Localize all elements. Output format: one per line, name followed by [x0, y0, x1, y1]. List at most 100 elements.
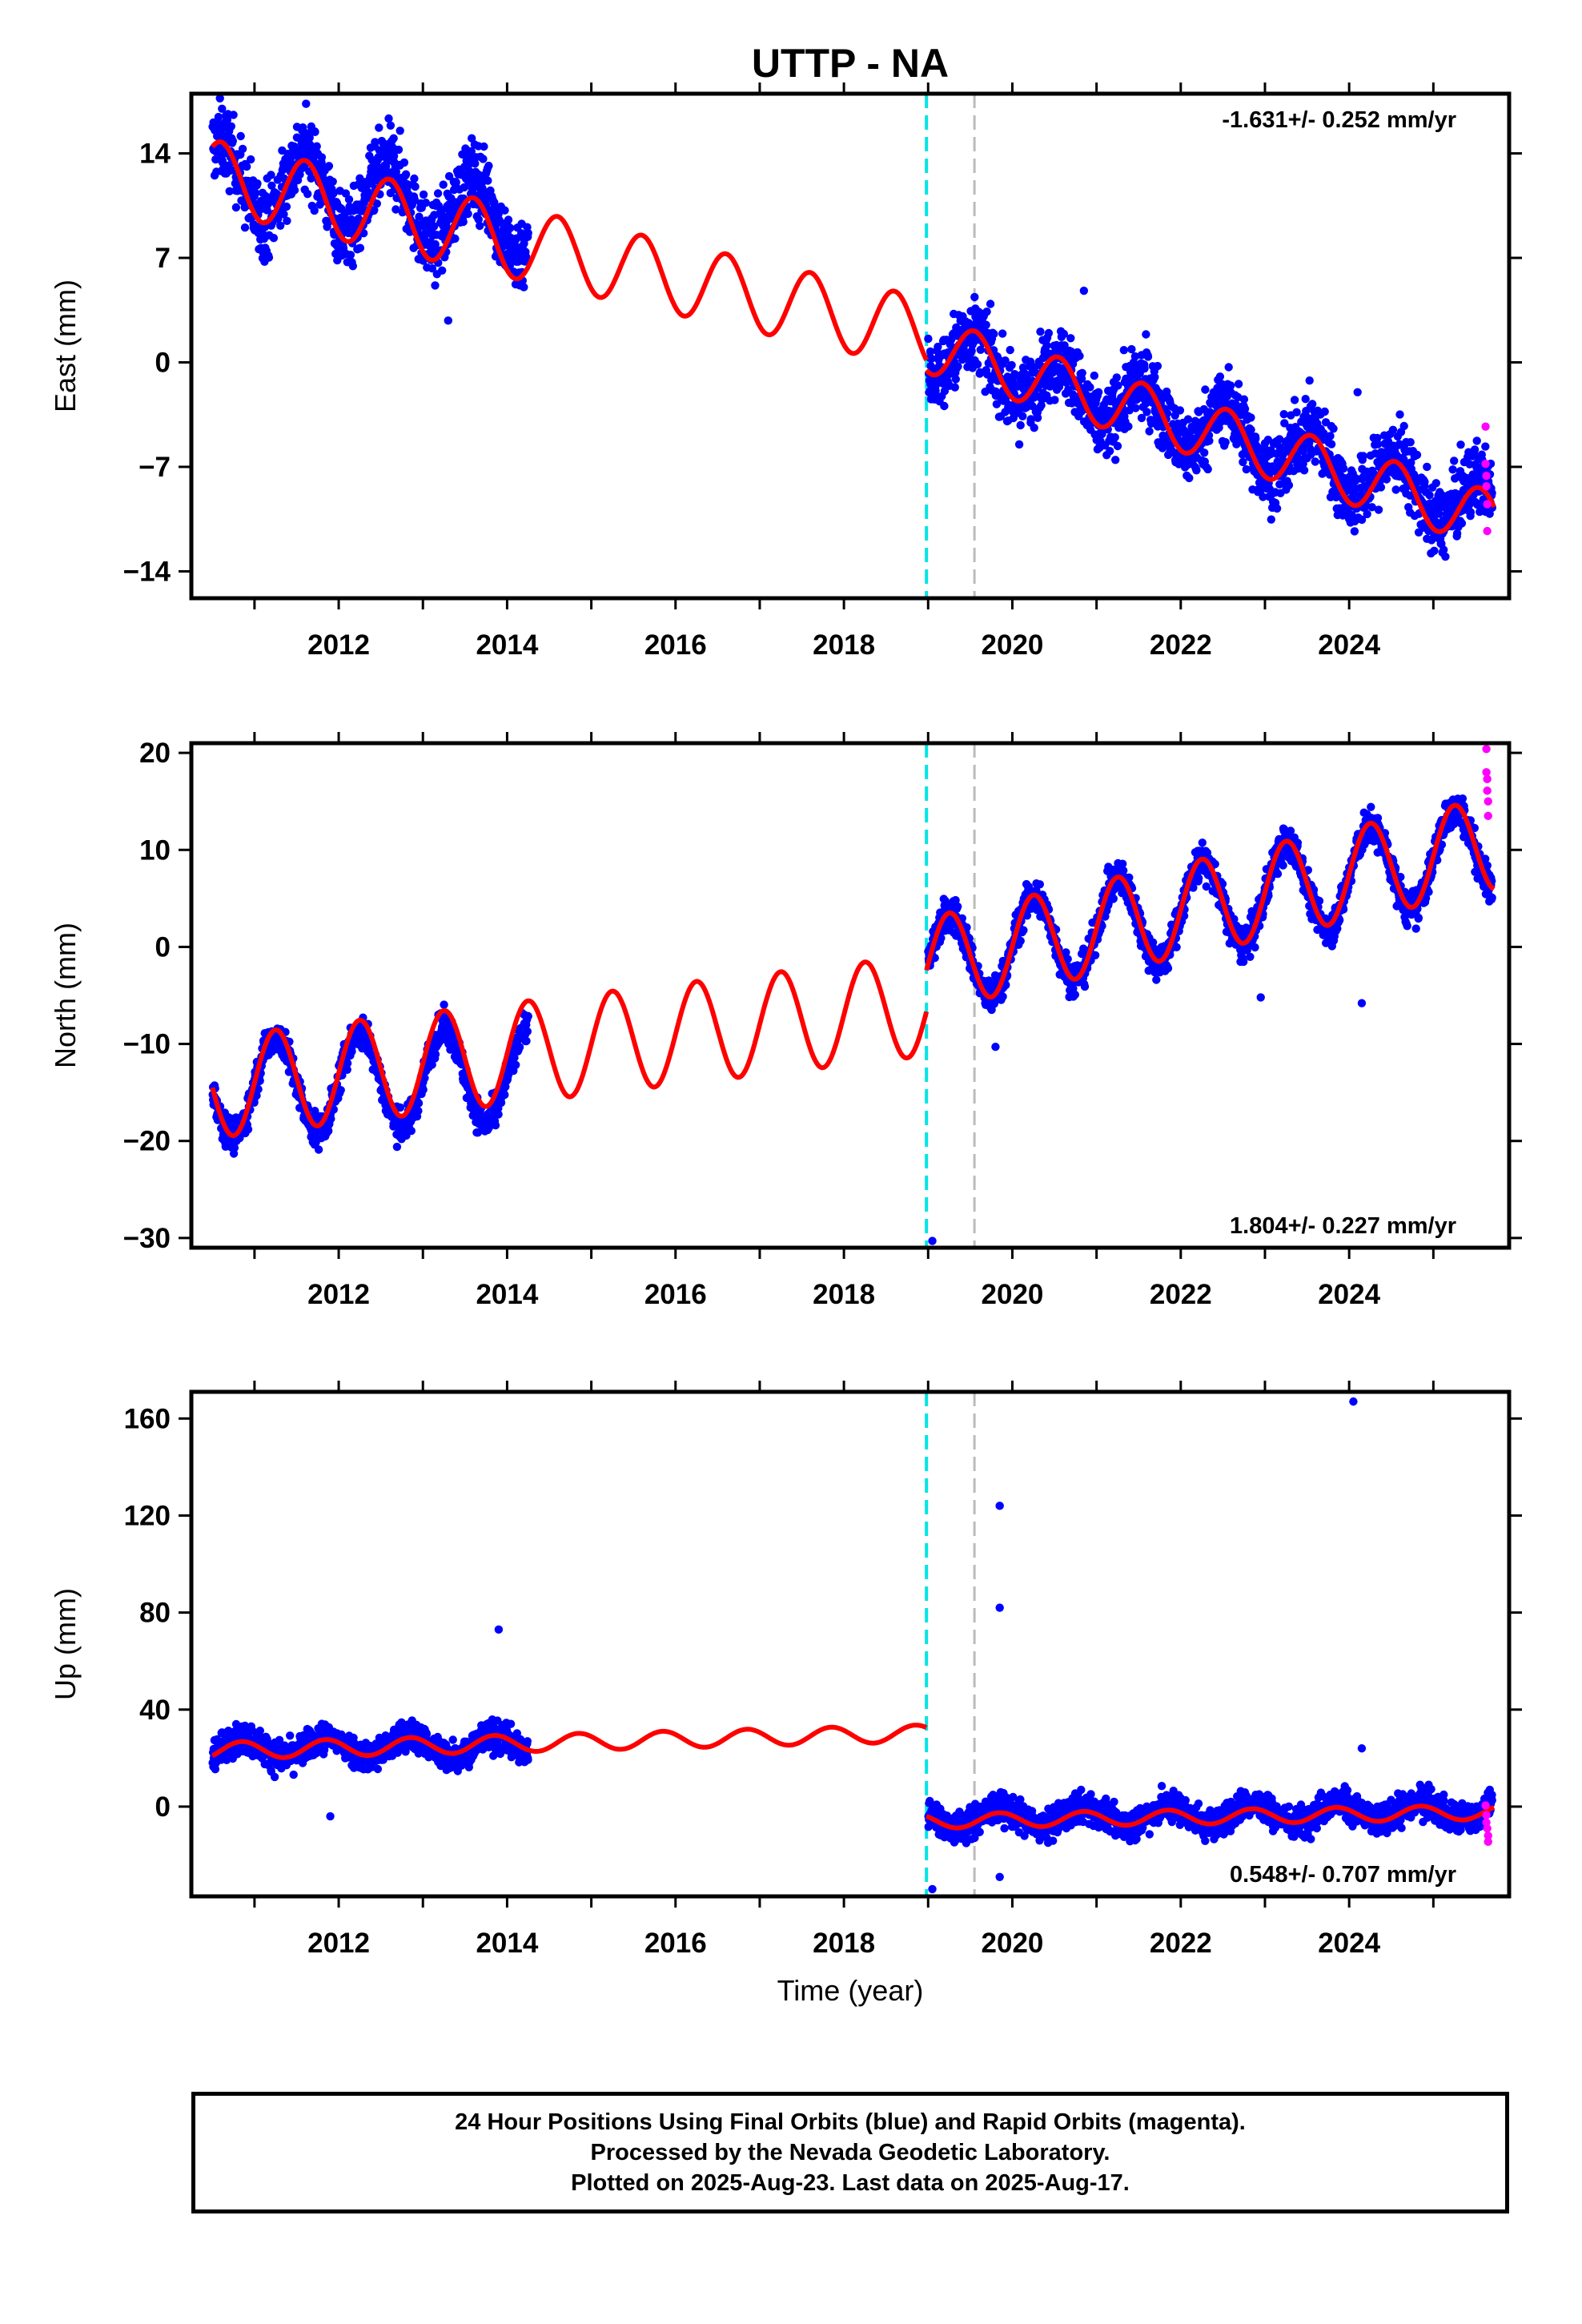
data-point: [1308, 400, 1317, 408]
data-point: [1016, 936, 1025, 946]
data-point: [1137, 413, 1146, 423]
data-point: [419, 190, 428, 199]
data-point: [976, 345, 986, 354]
plot-area: [208, 743, 1496, 1248]
data-point: [982, 308, 991, 316]
data-point: [476, 221, 484, 231]
data-point: [1002, 980, 1010, 990]
data-point: [1070, 990, 1080, 999]
data-point: [375, 123, 383, 132]
data-point: [1251, 434, 1260, 443]
data-point: [468, 134, 476, 143]
data-point: [1227, 381, 1235, 390]
data-point: [1124, 422, 1133, 431]
data-point: [1106, 447, 1114, 456]
data-point: [396, 127, 404, 135]
x-tick-label: 2018: [813, 629, 875, 661]
model-fit: [211, 139, 1496, 534]
data-point: [238, 144, 247, 154]
data-point: [329, 1105, 338, 1114]
data-point: [1004, 400, 1014, 409]
data-point: [1259, 493, 1267, 501]
data-point: [240, 223, 250, 232]
data-point: [491, 1121, 500, 1130]
data-point: [515, 1043, 524, 1051]
data-point: [1239, 457, 1247, 467]
rapid-orbit-points: [1481, 422, 1492, 536]
data-point: [467, 147, 476, 156]
data-point: [1063, 955, 1072, 963]
data-point: [484, 161, 493, 171]
y-axis-label: East (mm): [49, 279, 82, 412]
data-point: [215, 94, 224, 103]
data-point: [431, 1050, 440, 1059]
data-point: [1170, 411, 1179, 420]
data-point: [410, 174, 419, 183]
data-point: [1203, 464, 1212, 474]
rapid-point: [1482, 482, 1491, 491]
data-point: [973, 360, 982, 369]
final-orbit-points: [208, 794, 1496, 1245]
data-point: [354, 214, 363, 223]
outlier-point: [444, 316, 452, 325]
data-point: [251, 188, 260, 198]
data-point: [1163, 963, 1173, 973]
data-point: [371, 138, 379, 147]
data-point: [307, 174, 315, 183]
data-point: [1078, 368, 1086, 377]
data-point: [438, 266, 447, 275]
data-point: [1059, 329, 1069, 339]
data-point: [264, 253, 274, 262]
data-point: [1033, 413, 1042, 422]
data-point: [346, 251, 355, 259]
data-point: [998, 992, 1007, 1001]
data-point: [279, 210, 288, 219]
chart-title: UTTP - NA: [752, 41, 949, 86]
data-point: [344, 195, 354, 204]
data-point: [524, 228, 532, 238]
data-point: [1145, 427, 1154, 436]
data-point: [384, 114, 393, 123]
data-point: [1242, 464, 1251, 474]
data-point: [1481, 442, 1490, 451]
data-point: [1198, 838, 1207, 847]
data-point: [1272, 504, 1282, 513]
data-point: [1037, 400, 1046, 410]
data-point: [1140, 364, 1149, 373]
data-point: [1473, 501, 1482, 509]
data-point: [1112, 373, 1122, 382]
data-point: [429, 222, 439, 231]
data-point: [236, 131, 245, 141]
data-point: [231, 203, 241, 212]
data-point: [464, 209, 472, 219]
data-point: [1042, 341, 1051, 350]
data-point: [1293, 838, 1303, 847]
data-point: [1098, 429, 1106, 439]
data-point: [1016, 420, 1025, 430]
rapid-point: [1482, 471, 1491, 480]
data-point: [1425, 491, 1434, 500]
data-point: [1240, 404, 1250, 413]
data-point: [328, 177, 337, 186]
data-point: [1086, 383, 1094, 392]
data-point: [1090, 371, 1099, 380]
data-point: [230, 1144, 239, 1152]
data-point: [314, 1145, 323, 1154]
x-axis: 2012 2014 2016 2018 2020 2022 2024: [253, 82, 1435, 661]
data-point: [355, 243, 365, 252]
data-point: [1119, 866, 1128, 875]
data-point: [229, 111, 238, 119]
data-point: [243, 1125, 253, 1134]
data-point: [474, 215, 483, 224]
data-point: [252, 1091, 261, 1100]
data-point: [439, 180, 448, 189]
data-point: [1450, 456, 1459, 465]
plot-frame: [189, 91, 1512, 601]
data-point: [496, 1098, 506, 1108]
data-point: [1142, 408, 1151, 416]
data-point: [1423, 462, 1431, 472]
model-curve: [924, 328, 1496, 534]
data-point: [421, 199, 431, 207]
data-point: [998, 329, 1007, 338]
data-point: [1192, 466, 1201, 475]
